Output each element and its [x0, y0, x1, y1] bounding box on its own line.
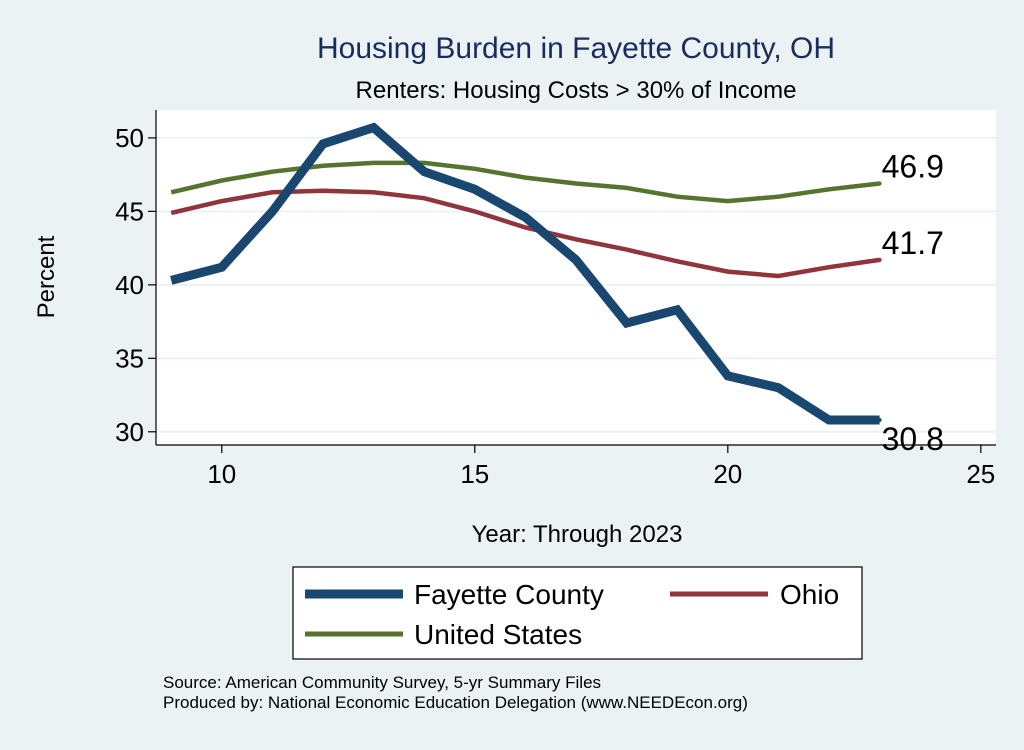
y-tick-label-35: 35 — [115, 343, 144, 373]
x-tick-label-15: 15 — [460, 459, 489, 489]
y-tick-label-45: 45 — [115, 196, 144, 226]
y-tick-label-30: 30 — [115, 417, 144, 447]
x-tick-label-10: 10 — [207, 459, 236, 489]
x-tick-label-20: 20 — [713, 459, 742, 489]
chart-title: Housing Burden in Fayette County, OH — [317, 32, 835, 65]
x-axis-label: Year: Through 2023 — [472, 521, 683, 548]
producer-note: Produced by: National Economic Education… — [163, 693, 748, 712]
series-end-point-ohio — [877, 257, 882, 262]
legend-label-united-states: United States — [414, 619, 582, 650]
series-end-point-fayette-county — [877, 418, 882, 423]
series-line-united-states — [170, 160, 880, 204]
grid-lines — [156, 136, 996, 433]
y-tick-label-40: 40 — [115, 270, 144, 300]
y-axis-label: Percent — [33, 235, 60, 318]
x-tick-label-25: 25 — [966, 459, 995, 489]
legend: Fayette County Ohio United States — [292, 566, 863, 660]
series-lines — [170, 122, 882, 425]
chart-subtitle: Renters: Housing Costs > 30% of Income — [356, 77, 797, 104]
series-line-fayette-county — [170, 122, 880, 425]
y-tick-label-50: 50 — [115, 123, 144, 153]
legend-label-ohio: Ohio — [780, 579, 839, 610]
source-note: Source: American Community Survey, 5-yr … — [163, 673, 601, 692]
end-labels: 30.8 41.7 46.9 — [882, 148, 944, 457]
end-label-ohio: 41.7 — [882, 225, 944, 261]
series-end-point-united-states — [877, 181, 882, 186]
axes: 30 35 40 45 50 10 15 20 25 — [115, 110, 996, 489]
plot-area — [156, 110, 996, 445]
end-label-united-states: 46.9 — [882, 148, 944, 184]
legend-label-fayette-county: Fayette County — [414, 579, 604, 610]
end-label-fayette-county: 30.8 — [882, 421, 944, 457]
legend-box — [292, 566, 863, 660]
